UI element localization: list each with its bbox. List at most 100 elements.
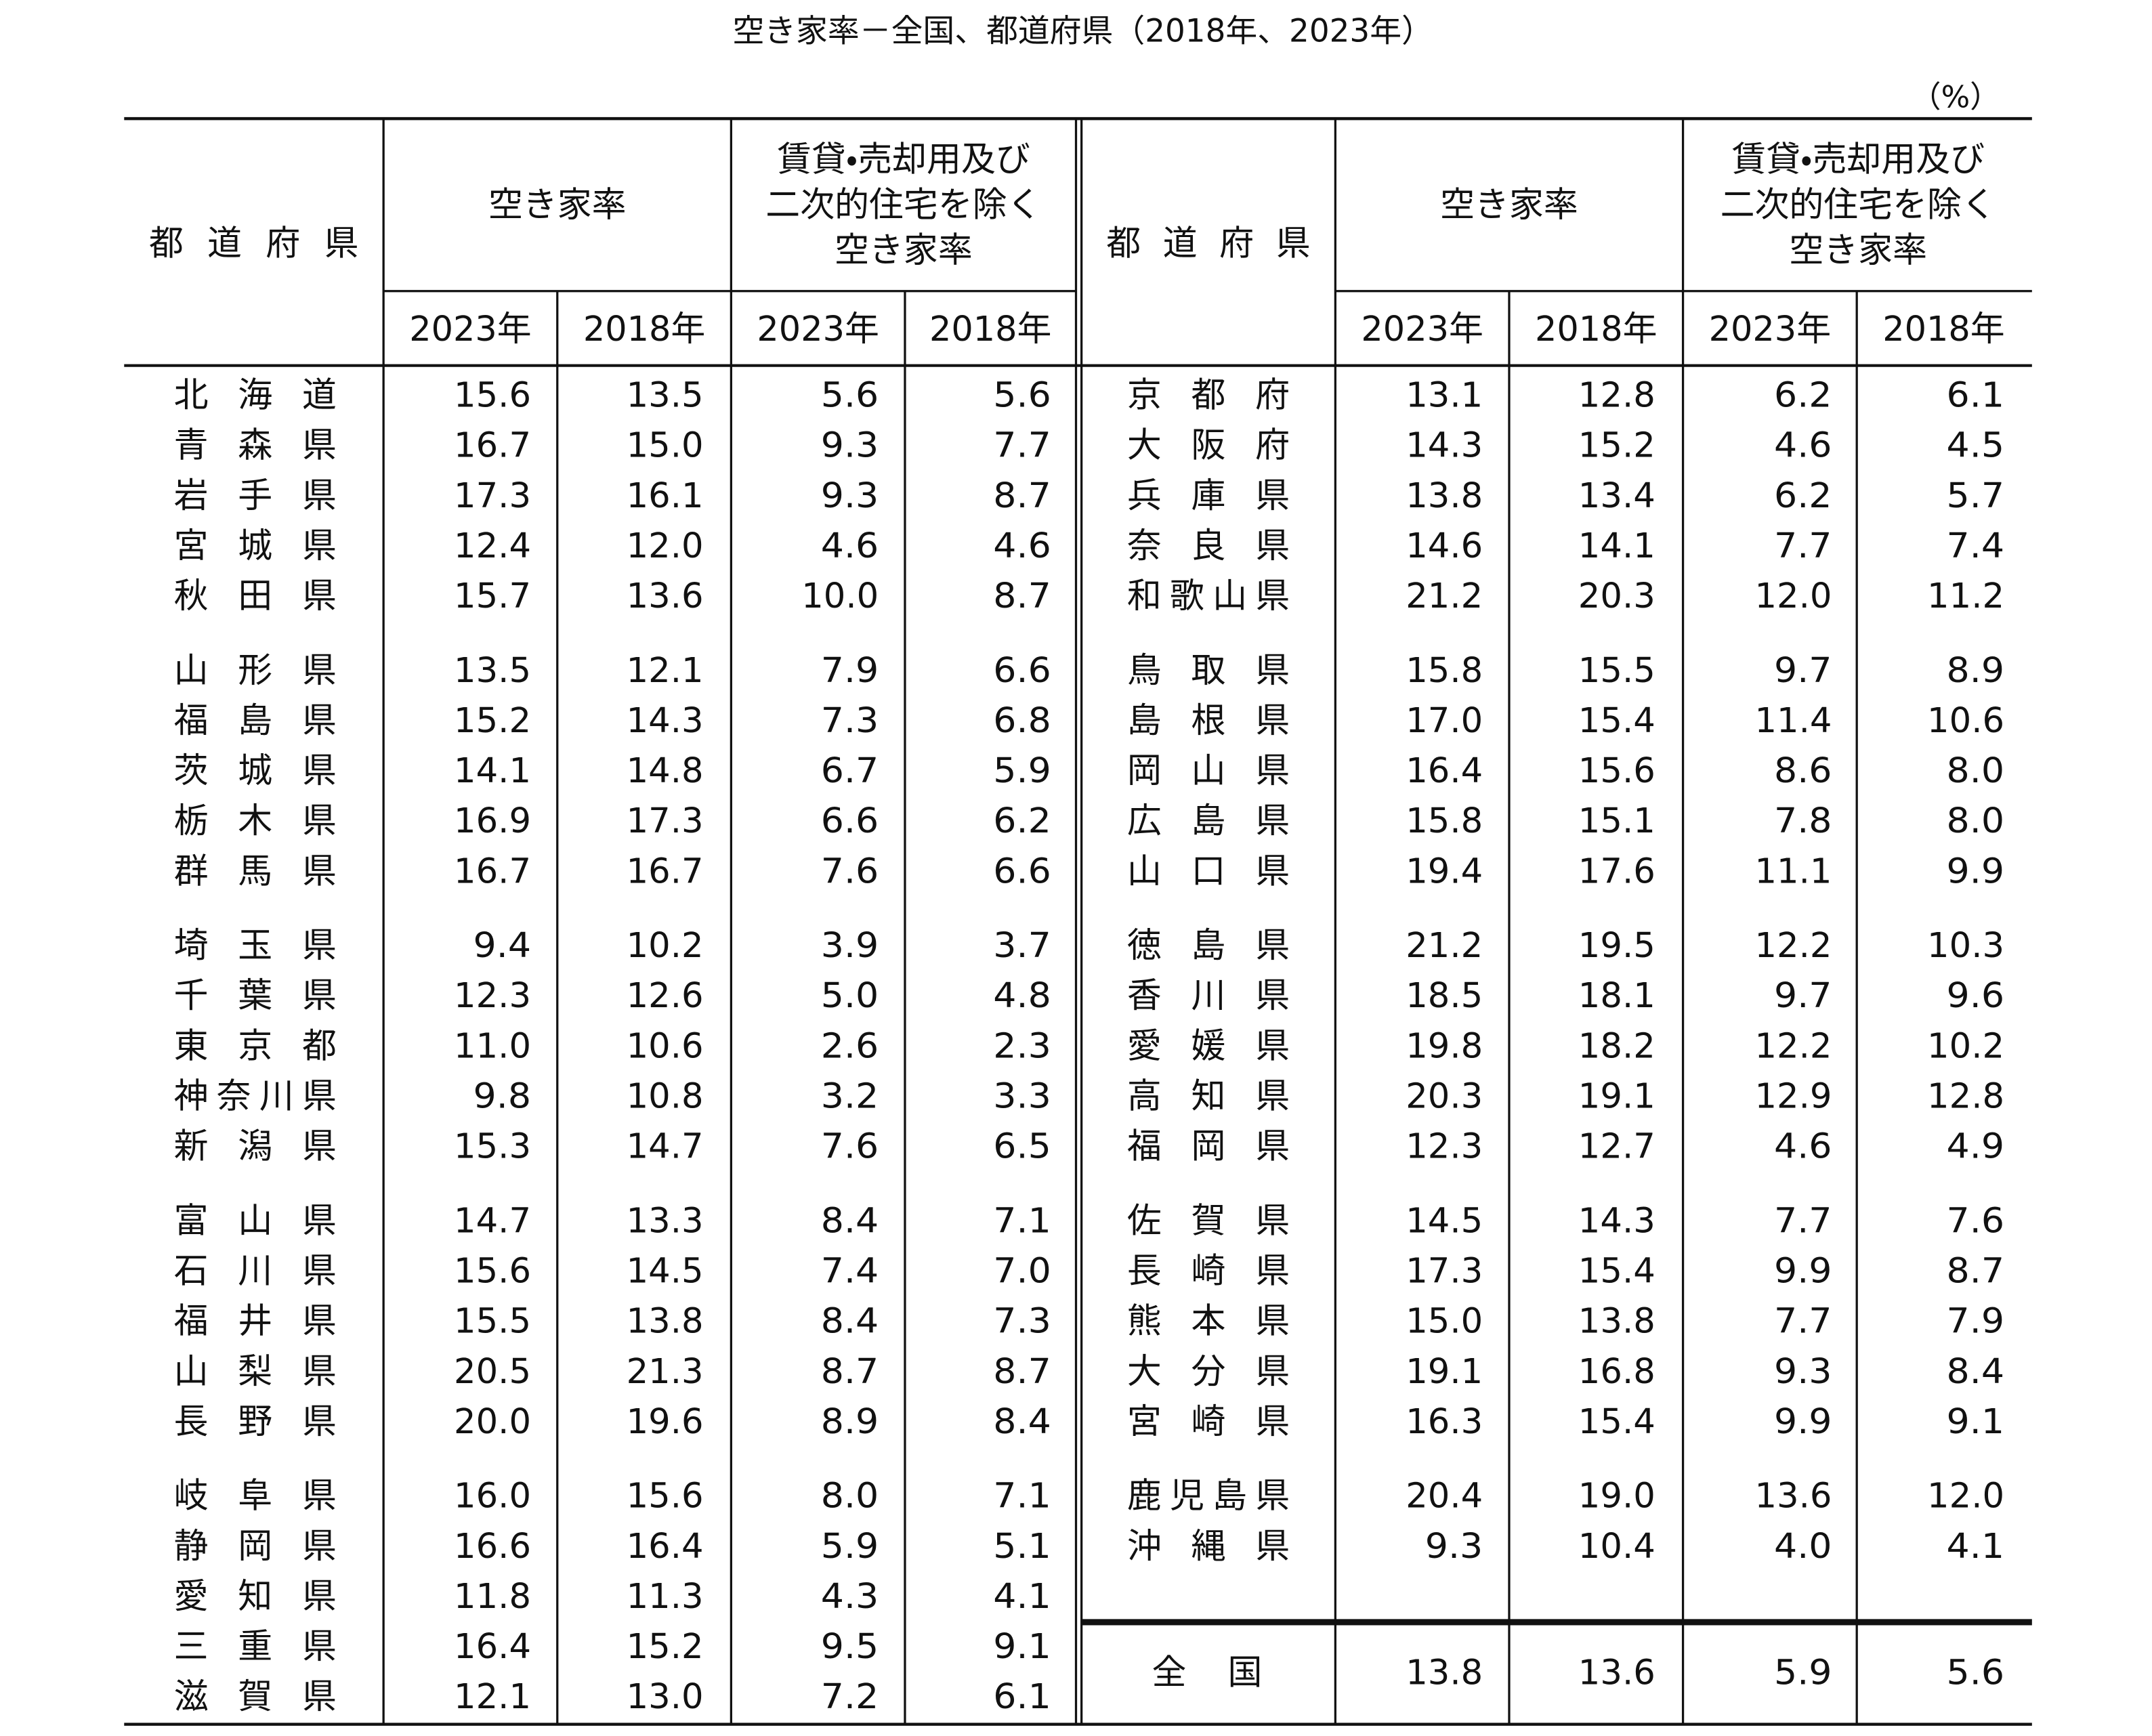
cell-value: 16.3 <box>1406 1402 1483 1442</box>
cell-value: 15.5 <box>1578 651 1655 691</box>
cell-value: 16.7 <box>454 426 531 466</box>
cell-value: 10.6 <box>1927 701 2004 741</box>
cell-value: 8.7 <box>993 576 1051 616</box>
cell-value: 4.1 <box>1947 1527 2005 1567</box>
cell-value: 11.8 <box>454 1577 531 1617</box>
cell-value: 15.6 <box>454 1252 531 1292</box>
cell-value: 3.7 <box>993 926 1051 966</box>
header-excluding-rate: 二次的住宅を除く <box>765 185 1041 225</box>
cell-value: 10.3 <box>1927 926 2004 966</box>
cell-value: 4.6 <box>1774 1127 1832 1167</box>
cell-value: 12.9 <box>1754 1077 1832 1117</box>
title: 空き家率－全国、都道府県（2018年、2023年） <box>732 13 1433 49</box>
cell-value: 3.2 <box>821 1077 879 1117</box>
cell-value: 9.3 <box>1425 1527 1483 1567</box>
prefecture-name: 徳島県 <box>1127 926 1290 966</box>
prefecture-name: 茨城県 <box>174 751 337 791</box>
cell-value: 18.5 <box>1406 976 1483 1016</box>
cell-value: 8.9 <box>821 1402 879 1442</box>
prefecture-name: 新潟県 <box>174 1127 337 1167</box>
prefecture-name: 宮城県 <box>174 526 337 566</box>
cell-value: 4.6 <box>993 526 1051 566</box>
cell-value: 15.4 <box>1578 1252 1655 1292</box>
cell-value: 7.9 <box>1947 1302 2005 1342</box>
cell-value: 7.7 <box>1774 1201 1832 1241</box>
prefecture-name: 福岡県 <box>1127 1127 1290 1167</box>
cell-value: 10.6 <box>627 1026 704 1066</box>
cell-value: 5.1 <box>993 1527 1051 1567</box>
cell-value: 12.4 <box>454 526 531 566</box>
prefecture-name: 兵庫県 <box>1127 476 1290 516</box>
cell-value: 15.8 <box>1406 801 1483 841</box>
cell-value: 14.8 <box>627 751 704 791</box>
cell-value: 15.2 <box>627 1627 704 1667</box>
cell-value: 16.4 <box>1406 751 1483 791</box>
cell-value: 12.3 <box>1406 1127 1483 1167</box>
cell-value: 13.6 <box>627 576 704 616</box>
cell-value: 6.2 <box>993 801 1051 841</box>
cell-value: 17.3 <box>454 476 531 516</box>
cell-value: 15.4 <box>1578 701 1655 741</box>
cell-value: 10.2 <box>1927 1026 2004 1066</box>
cell-value: 5.7 <box>1947 476 2005 516</box>
cell-value: 16.4 <box>627 1527 704 1567</box>
header-prefecture: 都道府県 <box>1106 224 1310 264</box>
cell-value: 4.6 <box>1774 426 1832 466</box>
prefecture-name: 京都府 <box>1127 376 1290 416</box>
cell-value: 5.9 <box>993 751 1051 791</box>
cell-value: 4.3 <box>821 1577 879 1617</box>
cell-value: 12.3 <box>454 976 531 1016</box>
cell-value: 20.4 <box>1406 1477 1483 1517</box>
cell-value: 8.7 <box>821 1352 879 1392</box>
cell-value: 19.0 <box>1578 1477 1655 1517</box>
cell-value: 7.6 <box>821 851 879 891</box>
cell-value: 14.3 <box>627 701 704 741</box>
cell-value: 15.2 <box>454 701 531 741</box>
cell-value: 13.8 <box>1406 476 1483 516</box>
cell-value: 15.6 <box>627 1477 704 1517</box>
header-excluding-rate: 賃貸・売却用及び <box>777 140 1030 179</box>
header-year: 2018年 <box>1535 310 1657 350</box>
cell-value: 13.8 <box>627 1302 704 1342</box>
cell-value: 9.1 <box>993 1627 1051 1667</box>
cell-value: 8.4 <box>821 1201 879 1241</box>
cell-value: 12.1 <box>454 1677 531 1717</box>
prefecture-name: 高知県 <box>1127 1077 1290 1117</box>
prefecture-name: 石川県 <box>174 1252 337 1292</box>
cell-value: 21.3 <box>627 1352 704 1392</box>
cell-value: 16.6 <box>454 1527 531 1567</box>
cell-value: 4.9 <box>1947 1127 2005 1167</box>
header-excluding-rate: 空き家率 <box>835 231 973 271</box>
cell-value: 20.3 <box>1578 576 1655 616</box>
cell-value: 9.7 <box>1774 651 1832 691</box>
cell-value: 12.8 <box>1927 1077 2004 1117</box>
cell-value: 13.5 <box>627 376 704 416</box>
cell-value: 12.0 <box>627 526 704 566</box>
cell-value: 8.0 <box>1947 801 2005 841</box>
cell-value: 4.0 <box>1774 1527 1832 1567</box>
prefecture-name: 広島県 <box>1127 801 1290 841</box>
cell-value: 10.8 <box>627 1077 704 1117</box>
prefecture-name: 北海道 <box>174 376 337 416</box>
cell-value: 9.1 <box>1947 1402 2005 1442</box>
cell-value: 9.3 <box>821 476 879 516</box>
cell-value: 5.6 <box>993 376 1051 416</box>
cell-value: 9.4 <box>473 926 532 966</box>
cell-value: 8.7 <box>993 1352 1051 1392</box>
cell-value: 19.1 <box>1578 1077 1655 1117</box>
cell-value: 9.9 <box>1947 851 2005 891</box>
cell-value: 6.1 <box>1947 376 2005 416</box>
cell-value: 9.9 <box>1774 1252 1832 1292</box>
cell-value: 5.9 <box>821 1527 879 1567</box>
cell-value: 16.7 <box>454 851 531 891</box>
cell-value: 14.7 <box>627 1127 704 1167</box>
cell-value: 17.6 <box>1578 851 1655 891</box>
prefecture-name: 埼玉県 <box>174 926 337 966</box>
prefecture-name: 滋賀県 <box>174 1677 337 1717</box>
prefecture-name: 山形県 <box>174 651 337 691</box>
cell-value: 10.2 <box>627 926 704 966</box>
cell-value: 7.3 <box>993 1302 1051 1342</box>
cell-value: 15.0 <box>1406 1302 1483 1342</box>
cell-value: 4.8 <box>993 976 1051 1016</box>
